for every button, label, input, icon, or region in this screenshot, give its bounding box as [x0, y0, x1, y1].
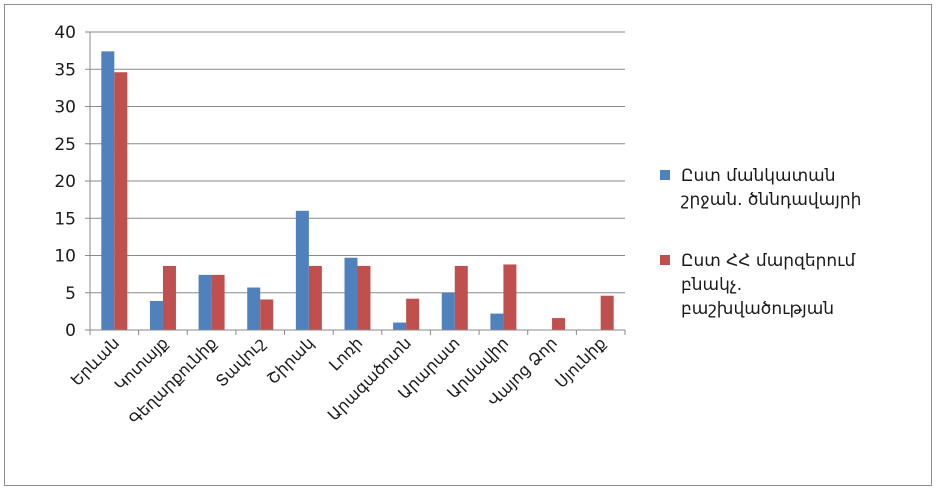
bar	[247, 287, 261, 330]
bar-chart: 0 5 10 15 20 25 30 35 40 ԵրևանԿոտայքԳեղարքունիքՏ…	[54, 23, 861, 429]
bar	[552, 318, 566, 330]
x-category-label: Արագածոտն	[324, 333, 415, 424]
bar	[114, 72, 128, 330]
axes	[89, 32, 626, 335]
legend-swatch	[660, 255, 670, 265]
y-axis-ticks: 0 5 10 15 20 25 30 35 40	[54, 23, 90, 341]
legend-swatch	[660, 170, 670, 180]
legend-label: բնակչ.	[681, 275, 742, 295]
y-tick-label: 35	[54, 60, 76, 80]
chart-frame: 0 5 10 15 20 25 30 35 40 Երևան Կոտայք Գեղարքունիք Տ…	[4, 4, 932, 486]
bar	[101, 51, 115, 331]
y-tick-label: 15	[54, 209, 76, 229]
bar	[406, 298, 420, 330]
bar	[503, 264, 517, 330]
x-category-label: Տավուշ	[212, 333, 269, 390]
y-tick-label: 10	[54, 247, 76, 267]
x-category-label: Լոռի	[325, 333, 366, 374]
bar	[357, 265, 371, 330]
x-category-label: Սյունիք	[551, 333, 609, 391]
y-tick-label: 0	[65, 321, 76, 341]
bar	[454, 265, 468, 330]
bar	[393, 322, 407, 330]
gridlines	[90, 31, 625, 294]
y-tick-label: 5	[65, 284, 76, 304]
bar	[344, 257, 358, 330]
y-tick-label: 25	[54, 135, 76, 155]
bar	[308, 265, 322, 330]
y-tick-label: 20	[54, 172, 76, 192]
legend: Ըստ մանկատան շրջան. ծննդավայրի Ըստ ՀՀ մարզ…	[660, 166, 861, 319]
y-tick-label: 40	[54, 23, 76, 43]
legend-label: բաշխվածության	[681, 299, 834, 319]
bar	[441, 292, 455, 330]
bar	[198, 274, 212, 330]
bar	[295, 210, 309, 330]
bar	[149, 300, 163, 330]
bar	[162, 265, 176, 330]
legend-label: շրջան. ծննդավայրի	[681, 190, 861, 210]
bars	[101, 51, 614, 331]
x-category-label: Շիրակ	[263, 333, 318, 388]
bar	[600, 295, 614, 330]
x-category-label: Գեղարքունիք	[125, 333, 220, 428]
y-tick-label: 30	[54, 98, 76, 118]
bar	[260, 299, 274, 330]
bar	[490, 313, 504, 330]
legend-label: Ըստ մանկատան	[681, 166, 836, 186]
legend-label: Ըստ ՀՀ մարզերում	[681, 251, 856, 271]
bar	[211, 274, 225, 330]
